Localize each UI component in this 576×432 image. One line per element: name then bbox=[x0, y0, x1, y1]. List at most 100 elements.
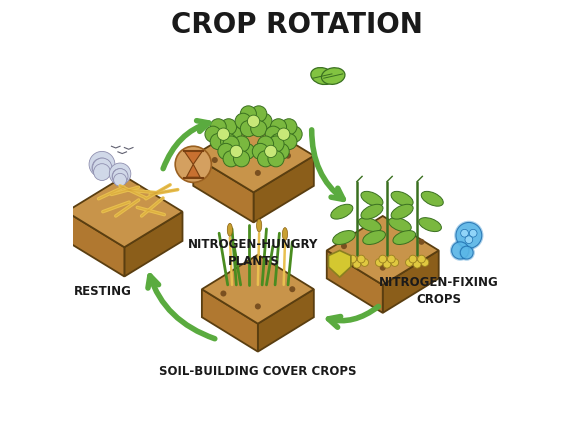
Circle shape bbox=[418, 255, 425, 263]
Circle shape bbox=[286, 126, 302, 142]
Circle shape bbox=[217, 128, 230, 140]
Circle shape bbox=[461, 229, 468, 237]
Circle shape bbox=[414, 260, 421, 268]
Circle shape bbox=[223, 151, 239, 167]
Circle shape bbox=[89, 151, 115, 177]
Circle shape bbox=[251, 121, 267, 137]
Circle shape bbox=[109, 163, 131, 184]
Circle shape bbox=[252, 143, 268, 159]
Circle shape bbox=[379, 255, 386, 263]
Ellipse shape bbox=[256, 219, 262, 232]
Circle shape bbox=[221, 133, 237, 149]
Circle shape bbox=[452, 242, 469, 259]
Circle shape bbox=[255, 303, 261, 309]
Circle shape bbox=[419, 239, 425, 245]
Circle shape bbox=[238, 143, 255, 159]
Circle shape bbox=[265, 126, 281, 142]
Ellipse shape bbox=[421, 191, 444, 206]
Polygon shape bbox=[253, 156, 314, 222]
Ellipse shape bbox=[358, 218, 381, 232]
Ellipse shape bbox=[361, 191, 383, 206]
Circle shape bbox=[92, 158, 111, 178]
Circle shape bbox=[406, 259, 414, 267]
Ellipse shape bbox=[363, 231, 385, 245]
Circle shape bbox=[285, 152, 291, 159]
Ellipse shape bbox=[391, 204, 413, 219]
Circle shape bbox=[380, 265, 386, 271]
Circle shape bbox=[454, 221, 483, 250]
Polygon shape bbox=[187, 164, 200, 177]
Ellipse shape bbox=[321, 68, 345, 84]
Circle shape bbox=[226, 126, 242, 142]
Circle shape bbox=[112, 168, 128, 184]
Circle shape bbox=[348, 255, 357, 263]
Circle shape bbox=[268, 151, 284, 167]
Ellipse shape bbox=[419, 218, 441, 232]
Circle shape bbox=[113, 173, 127, 186]
Circle shape bbox=[450, 240, 471, 261]
Circle shape bbox=[353, 260, 361, 268]
Circle shape bbox=[257, 136, 274, 152]
Circle shape bbox=[256, 113, 272, 129]
Polygon shape bbox=[124, 212, 183, 276]
Polygon shape bbox=[66, 212, 124, 276]
Circle shape bbox=[268, 136, 284, 152]
Circle shape bbox=[357, 255, 365, 263]
Circle shape bbox=[270, 133, 286, 149]
Ellipse shape bbox=[391, 191, 413, 206]
Circle shape bbox=[223, 136, 239, 152]
Circle shape bbox=[255, 170, 261, 176]
Circle shape bbox=[388, 255, 395, 263]
Polygon shape bbox=[184, 150, 203, 164]
Polygon shape bbox=[258, 289, 314, 352]
Circle shape bbox=[281, 133, 297, 149]
Circle shape bbox=[278, 128, 290, 140]
Text: NITROGEN-HUNGRY
PLANTS: NITROGEN-HUNGRY PLANTS bbox=[188, 238, 319, 267]
Polygon shape bbox=[382, 251, 439, 313]
Ellipse shape bbox=[333, 231, 355, 245]
Circle shape bbox=[281, 119, 297, 135]
Circle shape bbox=[248, 115, 260, 127]
Text: RESTING: RESTING bbox=[74, 285, 132, 298]
Polygon shape bbox=[327, 251, 382, 313]
Circle shape bbox=[235, 113, 251, 129]
Circle shape bbox=[240, 106, 256, 122]
Circle shape bbox=[112, 168, 128, 184]
Circle shape bbox=[221, 119, 237, 135]
Ellipse shape bbox=[393, 231, 415, 245]
Circle shape bbox=[233, 136, 249, 152]
Circle shape bbox=[341, 243, 347, 249]
Ellipse shape bbox=[311, 67, 334, 85]
Text: CROP ROTATION: CROP ROTATION bbox=[170, 12, 423, 39]
Circle shape bbox=[391, 259, 399, 267]
Ellipse shape bbox=[228, 223, 233, 236]
Circle shape bbox=[361, 259, 369, 267]
Circle shape bbox=[93, 164, 111, 181]
Circle shape bbox=[93, 158, 112, 178]
Circle shape bbox=[218, 143, 234, 159]
Circle shape bbox=[175, 146, 211, 182]
Circle shape bbox=[264, 145, 277, 158]
Circle shape bbox=[458, 245, 475, 261]
Polygon shape bbox=[328, 251, 351, 277]
Circle shape bbox=[240, 121, 256, 137]
Circle shape bbox=[205, 126, 221, 142]
Ellipse shape bbox=[389, 218, 411, 232]
Circle shape bbox=[210, 119, 226, 135]
Circle shape bbox=[289, 286, 295, 292]
Circle shape bbox=[212, 157, 218, 163]
Circle shape bbox=[409, 255, 417, 263]
Polygon shape bbox=[66, 176, 183, 247]
Polygon shape bbox=[202, 289, 258, 352]
Ellipse shape bbox=[331, 204, 353, 219]
Polygon shape bbox=[194, 119, 314, 192]
Polygon shape bbox=[327, 216, 439, 285]
Circle shape bbox=[233, 151, 249, 167]
Circle shape bbox=[383, 260, 391, 268]
Circle shape bbox=[345, 259, 353, 267]
Polygon shape bbox=[202, 255, 314, 324]
Text: NITROGEN-FIXING
CROPS: NITROGEN-FIXING CROPS bbox=[379, 276, 499, 306]
Polygon shape bbox=[194, 156, 253, 222]
Circle shape bbox=[465, 236, 473, 244]
Circle shape bbox=[230, 145, 242, 158]
